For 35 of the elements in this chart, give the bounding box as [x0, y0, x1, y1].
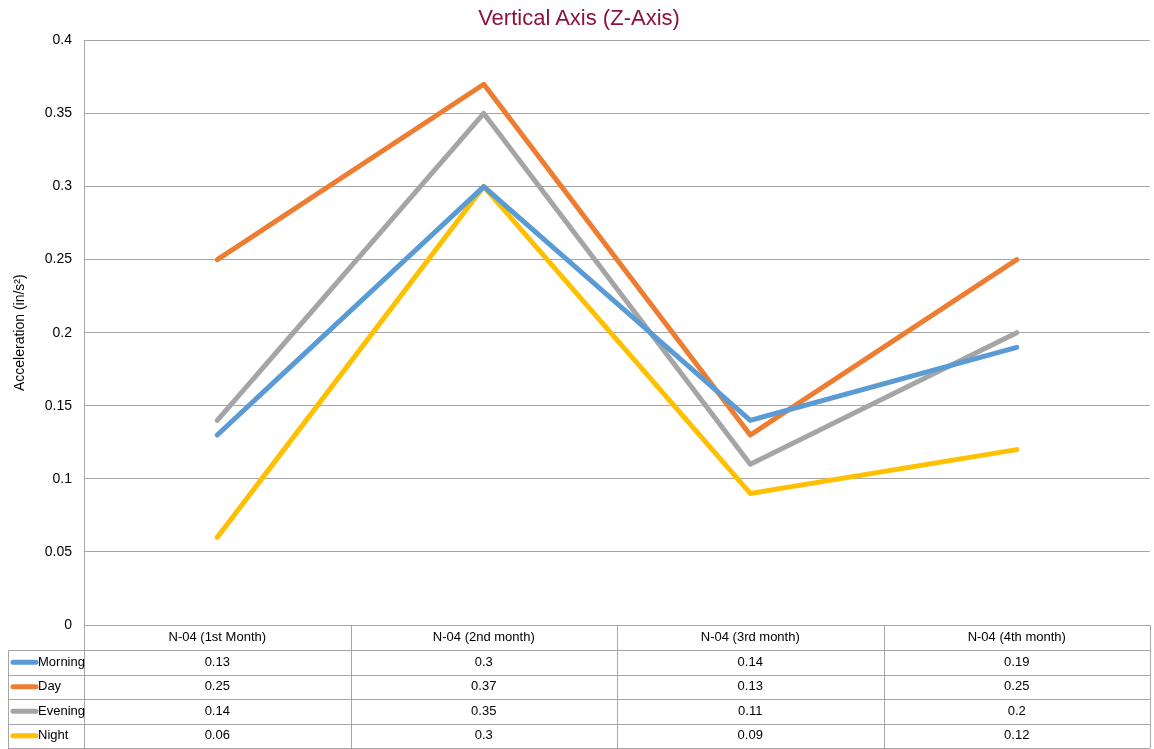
data-label: 0.3	[474, 653, 493, 669]
y-tick-label: 0.1	[52, 469, 73, 486]
x-tick-label: N-04 (3rd month)	[700, 629, 800, 645]
data-label: 0.09	[737, 727, 763, 743]
legend-label: Night	[38, 727, 69, 743]
y-tick-label: 0.35	[44, 104, 73, 121]
x-tick-label: N-04 (2nd month)	[432, 629, 535, 645]
data-label: 0.06	[204, 727, 230, 743]
data-label: 0.25	[204, 678, 230, 694]
data-label: 0.13	[204, 653, 230, 669]
data-label: 0.12	[1004, 727, 1030, 743]
legend-label: Evening	[38, 702, 85, 718]
legend-label: Morning	[38, 653, 85, 669]
legend-label: Day	[38, 678, 62, 694]
data-label: 0.14	[204, 702, 230, 718]
y-tick-label: 0.05	[44, 542, 73, 559]
data-label: 0.37	[471, 678, 497, 694]
y-tick-label: 0.3	[52, 177, 73, 194]
y-tick-label: 0.15	[44, 396, 73, 413]
data-label: 0.2	[1007, 702, 1026, 718]
data-label: 0.19	[1004, 653, 1030, 669]
data-label: 0.35	[471, 702, 497, 718]
y-axis-title: Acceleration (in/s²)	[11, 274, 28, 392]
data-label: 0.25	[1004, 678, 1030, 694]
x-tick-label: N-04 (1st Month)	[168, 629, 267, 645]
y-tick-label: 0.2	[52, 323, 73, 340]
y-tick-label: 0.4	[52, 31, 73, 48]
y-tick-label: 0	[64, 615, 73, 632]
data-label: 0.3	[474, 727, 493, 743]
y-tick-label: 0.25	[44, 250, 73, 267]
chart-title: Vertical Axis (Z-Axis)	[478, 5, 680, 31]
data-label: 0.11	[738, 702, 763, 718]
data-label: 0.13	[737, 678, 763, 694]
data-label: 0.14	[737, 653, 763, 669]
x-tick-label: N-04 (4th month)	[967, 629, 1066, 645]
